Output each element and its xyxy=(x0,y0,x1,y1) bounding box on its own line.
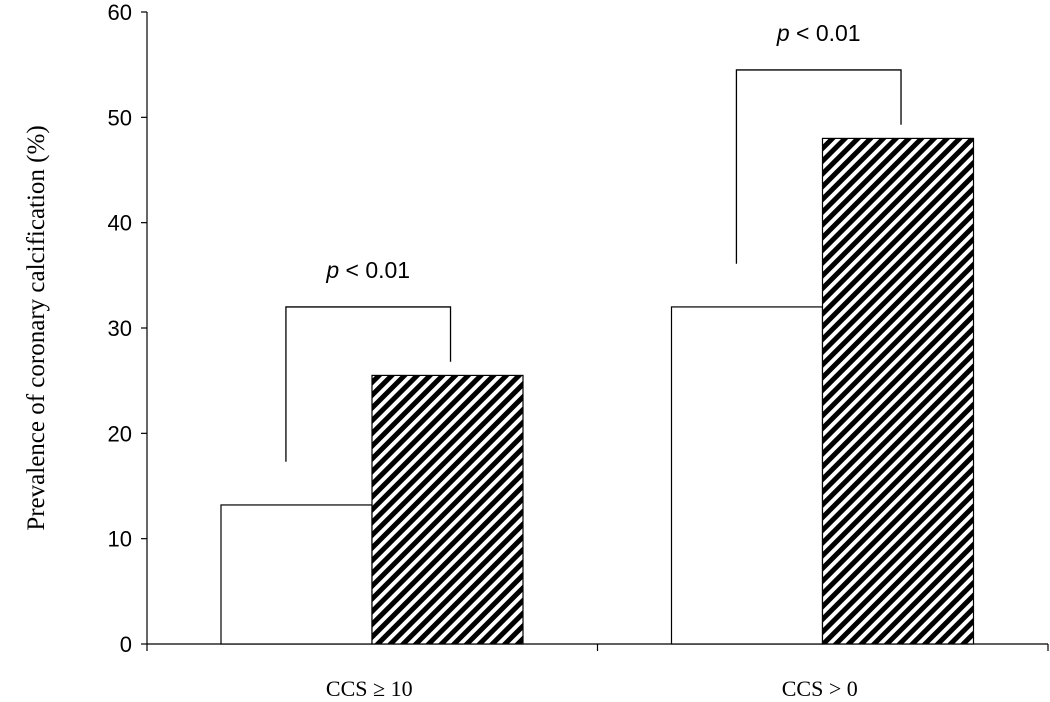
y-axis-title: Prevalence of coronary calcification (%) xyxy=(23,125,50,530)
bars xyxy=(220,137,975,645)
p-value-symbol: p xyxy=(776,20,790,46)
x-category-label-1: CCS > 0 xyxy=(782,676,858,701)
x-category-label-0: CCS ≥ 10 xyxy=(326,676,413,701)
y-tick-label-6: 60 xyxy=(108,0,132,25)
p-value-text: < 0.01 xyxy=(339,257,410,283)
bar-0-1 xyxy=(371,374,524,645)
significance-bracket-1 xyxy=(735,69,902,264)
x-category-labels: CCS ≥ 10 CCS > 0 xyxy=(326,676,858,701)
significance-brackets: p < 0.01p < 0.01 xyxy=(285,20,902,462)
y-tick-labels: 0 10 20 30 40 50 60 xyxy=(108,0,132,657)
bar-1-1 xyxy=(821,137,975,645)
bar-0-0 xyxy=(220,504,373,645)
bar-1-0 xyxy=(670,306,824,645)
x-axis xyxy=(146,643,1049,651)
y-tick-label-4: 40 xyxy=(108,211,132,236)
significance-bracket-0 xyxy=(285,306,452,462)
y-tick-label-3: 30 xyxy=(108,316,132,341)
p-value-label-1: p < 0.01 xyxy=(776,20,861,46)
y-tick-label-0: 0 xyxy=(120,632,132,657)
y-tick-label-5: 50 xyxy=(108,105,132,130)
y-tick-label-2: 20 xyxy=(108,421,132,446)
y-axis xyxy=(141,11,148,645)
y-tick-label-1: 10 xyxy=(108,527,132,552)
p-value-label-0: p < 0.01 xyxy=(325,257,410,283)
p-value-text: < 0.01 xyxy=(790,20,861,46)
p-value-symbol: p xyxy=(325,257,339,283)
